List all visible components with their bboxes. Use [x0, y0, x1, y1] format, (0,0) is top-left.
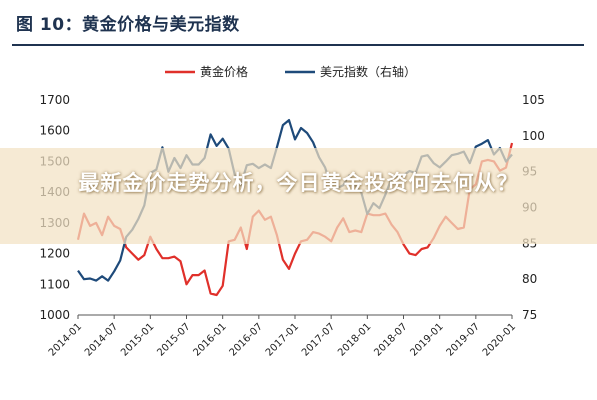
x-tick-label: 2019-01	[408, 321, 445, 358]
x-tick-label: 2016-01	[191, 321, 228, 358]
x-tick-label: 2019-07	[445, 321, 482, 358]
x-tick-label: 2015-07	[155, 321, 192, 358]
x-tick-label: 2014-07	[83, 321, 120, 358]
y-left-tick-label: 1200	[39, 247, 70, 261]
x-tick-label: 2018-07	[372, 321, 409, 358]
y-right-tick-label: 80	[522, 272, 537, 286]
x-tick-label: 2018-01	[336, 321, 373, 358]
x-tick-label: 2014-01	[47, 321, 84, 358]
legend: 黄金价格 美元指数（右轴）	[165, 64, 416, 79]
y-right-tick-label: 75	[522, 308, 537, 322]
figure-title: 图 10：黄金价格与美元指数	[16, 15, 240, 35]
y-left-tick-label: 1000	[39, 308, 70, 322]
y-left-tick-label: 1600	[39, 124, 70, 138]
headline-banner	[0, 148, 597, 244]
x-tick-label: 2017-07	[300, 321, 337, 358]
x-tick-label: 2017-01	[264, 321, 301, 358]
headline-overlay-text: 最新金价走势分析，今日黄金投资何去何从？	[78, 171, 519, 195]
y-left-tick-label: 1700	[39, 93, 70, 107]
x-tick-label: 2016-07	[228, 321, 265, 358]
y-left-tick-label: 1100	[39, 277, 70, 291]
title-divider	[12, 44, 584, 46]
legend-label-dollar-index: 美元指数（右轴）	[320, 64, 416, 79]
x-tick-label: 2020-01	[481, 321, 518, 358]
y-right-tick-label: 105	[522, 93, 545, 107]
y-right-tick-label: 100	[522, 129, 545, 143]
x-tick-label: 2015-01	[119, 321, 156, 358]
legend-label-gold-price: 黄金价格	[200, 64, 248, 79]
